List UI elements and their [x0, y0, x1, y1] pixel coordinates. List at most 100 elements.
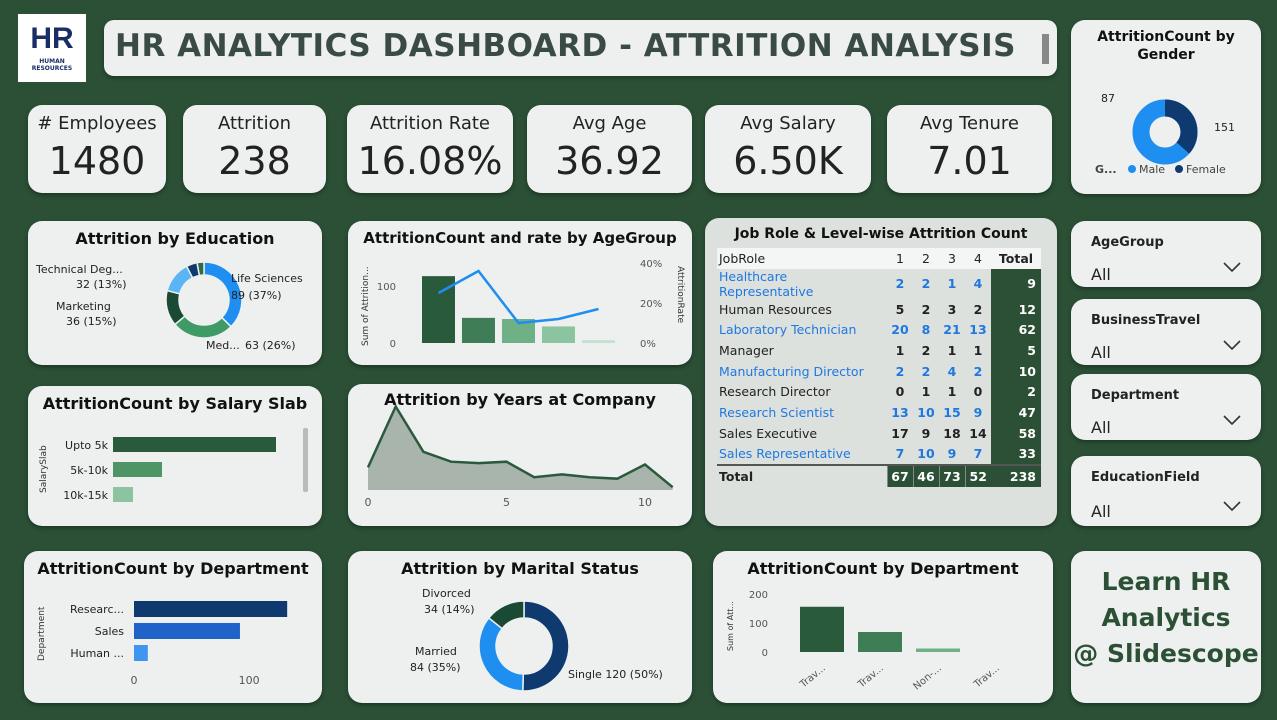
header-level-4[interactable]: 4 — [974, 250, 982, 266]
marital-slice-divorced[interactable] — [487, 600, 525, 630]
total-cell: 2 — [991, 381, 1041, 403]
department-category-label: Researc... — [70, 603, 124, 616]
header-level-1[interactable]: 1 — [896, 250, 904, 266]
header-total[interactable]: Total — [998, 250, 1034, 266]
total-cell: 238 — [991, 465, 1041, 487]
salary-category-label: 5k-10k — [70, 464, 108, 477]
department-bar[interactable] — [134, 623, 240, 639]
level-cell: 4 — [973, 276, 983, 292]
table-row[interactable]: Healthcare Representative 2 2 1 4 9 — [717, 268, 1041, 299]
edu-label-marketing: Marketing — [56, 300, 111, 313]
marital-slice-single[interactable] — [522, 600, 570, 692]
level-cell: 14 — [969, 425, 987, 441]
header-level-2[interactable]: 2 — [922, 250, 930, 266]
table-row[interactable]: Human Resources 5 2 3 2 12 — [717, 298, 1041, 320]
education-slice-marketing[interactable] — [165, 289, 186, 326]
slicer-label: Department — [1091, 388, 1180, 403]
header-level-3[interactable]: 3 — [948, 250, 956, 266]
level-cell: 7 — [895, 446, 905, 462]
header-jobrole[interactable]: JobRole — [719, 250, 766, 266]
kpi-avg-salary: Avg Salary 6.50K — [705, 105, 871, 193]
gender-slice-female[interactable] — [1132, 99, 1198, 165]
salary-bar[interactable] — [113, 487, 133, 502]
department-bar[interactable] — [134, 645, 148, 661]
salary-category-label: 10k-15k — [63, 489, 108, 502]
level-cell: 9 — [921, 425, 931, 441]
table-row[interactable]: Manager 1 2 1 1 5 — [717, 340, 1041, 361]
education-slice-med-[interactable] — [173, 315, 233, 339]
total-cell: 9 — [991, 268, 1041, 299]
salary-scrollbar[interactable] — [303, 428, 308, 492]
jobrole-cell: Sales Executive — [719, 425, 818, 441]
salary-bar[interactable] — [113, 462, 162, 477]
age-y2tick: 20% — [640, 299, 662, 310]
travel-bar-chart: Sum of Att... 0 100 200 Trav... Trav... Non-… — [726, 590, 1002, 693]
chart-title: Attrition by Marital Status — [401, 559, 639, 578]
table-row[interactable]: Sales Executive 17 9 18 14 58 — [717, 422, 1041, 444]
education-chart-card: Attrition by Education Technical Deg... … — [28, 221, 322, 365]
salary-bar[interactable] — [113, 437, 276, 452]
slicer-value[interactable]: All — [1091, 418, 1111, 437]
travel-bar[interactable] — [800, 606, 844, 652]
level-cell: 46 — [912, 465, 939, 487]
age-y2tick: 40% — [640, 259, 662, 270]
table-row[interactable]: Laboratory Technician 20 8 21 13 62 — [717, 319, 1041, 341]
legend-label-male[interactable]: Male — [1139, 163, 1165, 176]
level-cell: 20 — [891, 322, 909, 338]
gender-legend-title: G... — [1095, 163, 1117, 176]
slicer-value[interactable]: All — [1091, 502, 1111, 521]
chart-title: AttritionCount by Department — [747, 559, 1019, 578]
department-bar[interactable] — [134, 601, 288, 617]
travel-bar[interactable] — [858, 631, 902, 652]
table-total-row[interactable]: Total 67 46 73 52 238 — [717, 465, 1041, 487]
jobrole-cell: Manager — [719, 342, 774, 358]
slicer-agegroup[interactable]: AgeGroup All — [1071, 221, 1261, 287]
travel-category-label: Trav... — [971, 663, 1001, 691]
kpi-value: 238 — [218, 139, 291, 183]
level-cell: 10 — [917, 404, 935, 420]
age-bar[interactable] — [542, 326, 575, 343]
chevron-down-icon[interactable] — [1223, 261, 1241, 273]
slicer-label: BusinessTravel — [1091, 313, 1201, 328]
chevron-down-icon[interactable] — [1223, 339, 1241, 351]
kpi-value: 1480 — [48, 139, 146, 183]
age-bar[interactable] — [462, 317, 495, 343]
slicer-value[interactable]: All — [1091, 343, 1111, 362]
kpi-attrition: Attrition 238 — [183, 105, 326, 193]
kpi-value: 16.08% — [357, 139, 503, 183]
chevron-down-icon[interactable] — [1223, 500, 1241, 512]
level-cell: 2 — [921, 276, 931, 292]
kpi-label: Avg Age — [572, 113, 647, 134]
slicer-businesstravel[interactable]: BusinessTravel All — [1071, 299, 1261, 365]
marital-slice-married[interactable] — [478, 616, 525, 692]
slicer-department[interactable]: Department All — [1071, 374, 1261, 440]
total-cell: 58 — [991, 422, 1041, 444]
legend-label-female[interactable]: Female — [1186, 163, 1226, 176]
marital-label-single: Single 120 (50%) — [568, 668, 663, 681]
level-cell: 1 — [947, 384, 957, 400]
travel-ylabel: Sum of Att... — [726, 601, 735, 651]
education-slice-other2[interactable] — [196, 261, 205, 277]
level-cell: 2 — [921, 301, 931, 317]
jobrole-cell: Sales Representative — [719, 446, 851, 462]
jobrole-cell: Manufacturing Director — [719, 363, 864, 379]
level-cell: 2 — [973, 363, 983, 379]
travel-ytick: 0 — [762, 648, 768, 659]
kpi-label: Avg Tenure — [920, 113, 1019, 134]
kpi-label: Avg Salary — [740, 113, 836, 134]
table-row[interactable]: Manufacturing Director 2 2 4 2 10 — [717, 360, 1041, 382]
age-bar[interactable] — [582, 340, 615, 343]
logo-caption: HUMAN RESOURCES — [31, 58, 73, 72]
table-row[interactable]: Sales Representative 7 10 9 7 33 — [717, 443, 1041, 466]
age-ytick: 100 — [377, 282, 396, 293]
jobrole-table: JobRole 1 2 3 4 Total Healthcare Represe… — [717, 248, 1041, 487]
department-ylabel: Department — [37, 606, 47, 661]
years-chart-card: Attrition by Years at Company 0 5 10 — [348, 384, 692, 526]
table-row[interactable]: Research Scientist 13 10 15 9 47 — [717, 402, 1041, 423]
chevron-down-icon[interactable] — [1223, 414, 1241, 426]
slicer-value[interactable]: All — [1091, 265, 1111, 284]
table-row[interactable]: Research Director 0 1 1 0 2 — [717, 381, 1041, 403]
slicer-educationfield[interactable]: EducationField All — [1071, 456, 1261, 526]
travel-bar[interactable] — [916, 648, 960, 652]
marital-sub-divorced: 34 (14%) — [424, 603, 475, 616]
